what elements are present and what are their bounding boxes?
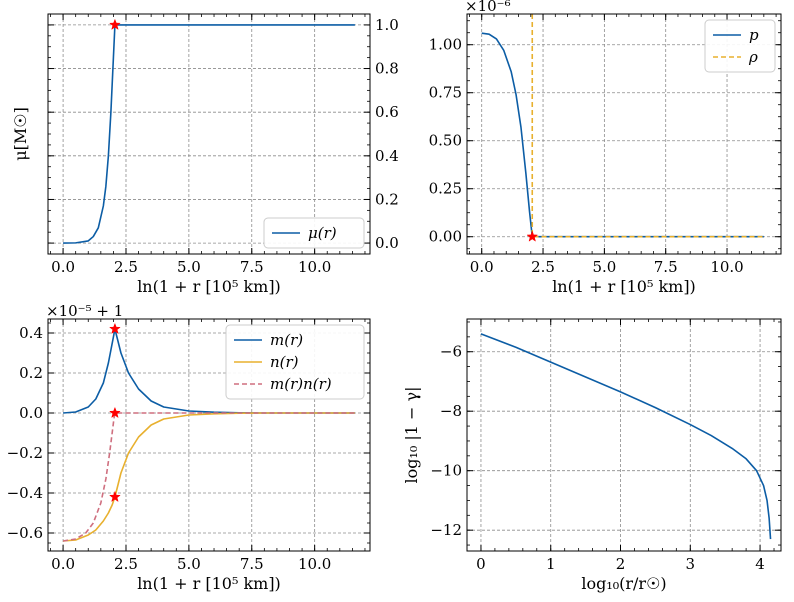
x-tick-label: 5.0 [592,258,616,276]
x-tick-label: 10.0 [298,555,331,573]
y-axis-label: log₁₀ |1 − γ| [402,386,421,483]
y-tick-label: 0.0 [19,404,43,422]
x-tick-label: 4 [755,555,765,573]
star-marker [108,406,121,419]
series-line-0 [63,24,355,244]
x-tick-label: 2.5 [114,555,138,573]
x-tick-label: 0.0 [51,258,75,276]
y-tick-label: 0.6 [375,103,399,121]
series-line-0 [481,32,764,238]
panel-mu: 0.0 2.5 5.0 7.5 10.0 0.0 0.2 0.4 0.6 0.8 1.0 ln(1 +… [11,13,399,296]
axes-frame [47,318,371,552]
series-line-2 [62,412,355,542]
y-tick-label: 0.75 [429,84,462,102]
star-marker [108,18,121,30]
x-tick-label: 5.0 [177,258,201,276]
y-tick-label: −8 [440,402,462,420]
x-tick-label: 0 [476,555,486,573]
legend: pρ [704,19,776,73]
legend-label: ρ [748,48,758,66]
x-tick-label: 7.5 [240,555,264,573]
x-tick-label: 2.5 [531,258,555,276]
axis-offset-text: ×10⁻⁵ + 1 [46,302,123,320]
star-marker [526,230,539,242]
y-tick-label: 1.0 [375,16,399,34]
x-tick-label: 2 [616,555,626,573]
series-line-1 [63,412,355,542]
y-tick-label: 0.00 [429,228,462,246]
legend-box [704,19,776,73]
x-axis-label: ln(1 + r [10⁵ km]) [137,277,281,296]
series-line-0 [480,333,772,540]
x-tick-label: 7.5 [654,258,678,276]
axis-offset-text: ×10⁻⁶ [465,0,511,15]
y-tick-label: 0.4 [19,324,43,342]
y-tick-label: 0.2 [19,364,43,382]
x-tick-label: 3 [686,555,696,573]
y-tick-label: 0.2 [375,190,399,208]
y-tick-label: 0.0 [375,234,399,252]
panel-m-n: 0.0 2.5 5.0 7.5 10.0 −0.6 −0.4 −0.2 0.0 0.2 0.4×10… [7,302,371,593]
legend-label: m(r)n(r) [270,375,332,393]
legend-label: n(r) [270,353,299,371]
y-tick-label: −12 [430,521,462,539]
x-tick-label: 0.0 [51,555,75,573]
legend-label: m(r) [270,331,303,349]
y-tick-label: 0.25 [429,180,462,198]
x-axis-label: ln(1 + r [10⁵ km]) [552,277,696,296]
legend: m(r)n(r)m(r)n(r) [225,324,365,400]
y-tick-label: −0.4 [7,484,43,502]
series-line-1 [531,14,764,238]
axes-frame [466,318,782,552]
legend-label: μ(r) [308,224,337,242]
x-axis-label: ln(1 + r [10⁵ km]) [137,574,281,593]
x-tick-label: 0.0 [470,258,494,276]
panel-pressure-density: 0.0 2.5 5.0 7.5 10.0 0.00 0.25 0.50 0.75 1.00 ×10⁻… [429,0,782,296]
y-tick-label: 0.4 [375,147,399,165]
panel-gamma: 0 1 2 3 4 −12 −10 −8 −6 log₁₀(r/r☉) log₁₀ |1 − γ| [402,318,782,593]
x-tick-label: 10.0 [298,258,331,276]
legend-label: p [749,26,759,44]
legend-box [263,217,365,249]
axes-frame [466,13,782,255]
y-tick-label: −10 [430,462,462,480]
y-axis-label: μ[M☉] [11,107,30,161]
x-tick-label: 1 [546,555,556,573]
legend: μ(r) [263,217,365,249]
y-tick-label: 0.50 [429,132,462,150]
x-tick-label: 5.0 [177,555,201,573]
y-tick-label: −0.2 [7,444,43,462]
x-tick-label: 2.5 [114,258,138,276]
x-axis-label: log₁₀(r/r☉) [581,574,666,593]
star-marker [108,322,121,335]
x-tick-label: 7.5 [240,258,264,276]
y-tick-label: −6 [440,343,462,361]
legend-box [225,324,365,400]
y-tick-label: 0.8 [375,60,399,78]
y-tick-label: −0.6 [7,524,43,542]
y-tick-label: 1.00 [429,36,462,54]
star-marker [108,490,121,503]
x-tick-label: 10.0 [710,258,743,276]
